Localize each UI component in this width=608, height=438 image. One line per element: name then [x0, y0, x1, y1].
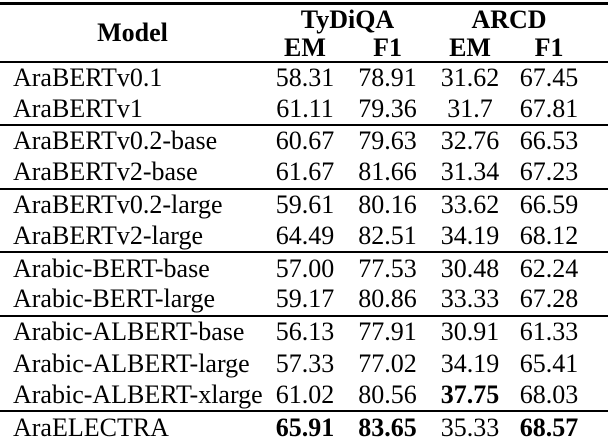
metric-value: 61.67 [275, 157, 335, 187]
header-sub-row: EM F1 EM F1 [0, 32, 608, 62]
col-header-arcd-f1: F1 [534, 32, 564, 62]
metric-value: 34.19 [440, 220, 500, 250]
table-row: Arabic-ALBERT-base 56.13 77.91 30.91 61.33 [0, 314, 608, 348]
model-name: AraBERTv1 [13, 93, 143, 123]
metric-value: 68.03 [519, 379, 579, 409]
model-name: AraBERTv0.2-base [0, 124, 265, 157]
table-row: Arabic-BERT-base 57.00 77.53 30.48 62.24 [0, 251, 608, 285]
table-row: AraBERTv0.2-large 59.61 80.16 33.62 66.59 [0, 187, 608, 221]
table-row: Arabic-ALBERT-large 57.33 77.02 34.19 65.41 [0, 348, 608, 380]
metric-value: 33.62 [430, 187, 511, 221]
col-header-model: Model [97, 17, 168, 47]
header-group-row: Model TyDiQA ARCD [0, 4, 608, 45]
metric-value: 67.23 [519, 157, 579, 187]
table-body: AraBERTv0.1 58.31 78.91 31.62 67.45 AraBERTv1… [0, 62, 608, 438]
metric-value: 60.67 [265, 124, 345, 157]
metric-value: 80.86 [358, 284, 417, 314]
metric-value: 83.65 [345, 410, 431, 438]
metric-value: 78.91 [358, 62, 417, 92]
metric-value: 31.34 [440, 157, 500, 187]
model-name: Arabic-BERT-large [13, 284, 216, 314]
metric-value: 77.91 [345, 314, 431, 348]
metric-value: 66.53 [510, 124, 608, 157]
metric-value: 34.19 [440, 348, 500, 378]
metric-value: 31.7 [447, 93, 493, 123]
metric-value: 61.11 [276, 93, 334, 123]
metric-value: 81.66 [358, 157, 417, 187]
metric-value: 30.48 [430, 251, 511, 285]
metric-value: 35.33 [430, 410, 511, 438]
table-row: AraBERTv2-large 64.49 82.51 34.19 68.12 [0, 220, 608, 252]
metric-value: 58.31 [275, 62, 335, 92]
metric-value: 79.63 [345, 124, 431, 157]
col-header-tydiqa-f1: F1 [373, 32, 402, 62]
metric-value: 37.75 [440, 379, 500, 409]
metric-value: 64.49 [275, 220, 335, 250]
metric-value: 33.33 [440, 284, 500, 314]
table-row: AraBERTv1 61.11 79.36 31.7 67.81 [0, 93, 608, 125]
metric-value: 66.59 [510, 187, 608, 221]
metric-value: 57.00 [265, 251, 345, 285]
table-row: AraBERTv2-base 61.67 81.66 31.34 67.23 [0, 157, 608, 189]
metric-value: 80.56 [358, 379, 417, 409]
metric-value: 31.62 [440, 62, 500, 92]
model-name: AraBERTv0.2-large [0, 187, 265, 221]
table-row: Arabic-BERT-large 59.17 80.86 33.33 67.28 [0, 284, 608, 316]
col-group-tydiqa: TyDiQA [300, 4, 395, 34]
metric-value: 80.16 [345, 187, 431, 221]
metric-value: 56.13 [265, 314, 345, 348]
metric-value: 59.17 [275, 284, 335, 314]
col-group-arcd: ARCD [471, 4, 547, 34]
col-header-arcd-em: EM [449, 32, 491, 62]
table-row: Arabic-ALBERT-xlarge 61.02 80.56 37.75 68.03 [0, 379, 608, 411]
model-name: Arabic-ALBERT-large [13, 348, 250, 378]
model-name: AraBERTv2-base [13, 157, 198, 187]
table-header: Model TyDiQA ARCD EM F1 EM F1 [0, 4, 608, 62]
col-header-tydiqa-em: EM [284, 32, 326, 62]
metric-value: 65.91 [265, 410, 345, 438]
metric-value: 65.41 [519, 348, 579, 378]
metric-value: 67.28 [519, 284, 579, 314]
metric-value: 61.02 [275, 379, 335, 409]
table-row: AraBERTv0.1 58.31 78.91 31.62 67.45 [0, 62, 608, 94]
model-name: Arabic-ALBERT-base [0, 314, 265, 348]
metric-value: 77.53 [345, 251, 431, 285]
metric-value: 61.33 [510, 314, 608, 348]
metric-value: 79.36 [358, 93, 417, 123]
metric-value: 68.57 [510, 410, 608, 438]
metric-value: 62.24 [510, 251, 608, 285]
metric-value: 57.33 [275, 348, 335, 378]
model-name: AraBERTv2-large [13, 220, 204, 250]
metric-value: 77.02 [358, 348, 417, 378]
metric-value: 67.45 [519, 62, 579, 92]
model-name: Arabic-BERT-base [0, 251, 265, 285]
metric-value: 32.76 [430, 124, 511, 157]
table-row: AraELECTRA 65.91 83.65 35.33 68.57 [0, 410, 608, 438]
model-name: Arabic-ALBERT-xlarge [13, 379, 263, 409]
metric-value: 82.51 [358, 220, 417, 250]
metric-value: 68.12 [519, 220, 579, 250]
table-row: AraBERTv0.2-base 60.67 79.63 32.76 66.53 [0, 124, 608, 157]
model-name: AraBERTv0.1 [13, 62, 163, 92]
metric-value: 30.91 [430, 314, 511, 348]
metric-value: 59.61 [265, 187, 345, 221]
metric-value: 67.81 [519, 93, 579, 123]
model-name: AraELECTRA [0, 410, 265, 438]
